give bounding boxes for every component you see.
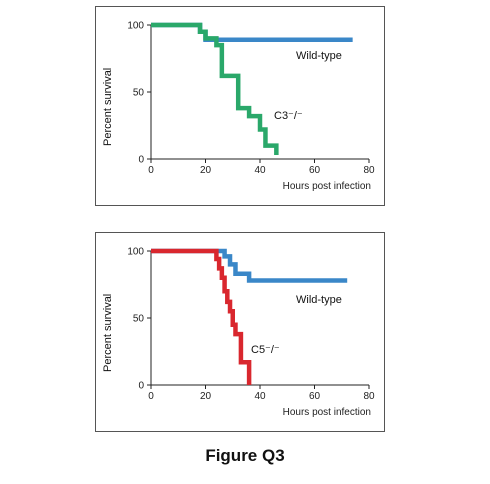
series-label-wild-type: Wild-type xyxy=(296,50,342,62)
chart-plot: 0 20 40 60 80 0 50 100 Hours post infection Wild-… xyxy=(127,247,375,419)
series-label-knockout: C5⁻/⁻ xyxy=(251,344,280,356)
y-tick-label: 100 xyxy=(127,21,144,32)
series-label-knockout: C3⁻/⁻ xyxy=(274,110,303,122)
series-line-knockout xyxy=(151,248,252,385)
x-tick-label: 60 xyxy=(309,165,321,176)
y-tick-label: 0 xyxy=(138,381,144,392)
survival-chart-c5: Percent survival 0 20 40 60 80 0 50 100 Hours po… xyxy=(95,232,385,432)
x-tick-label: 0 xyxy=(148,391,154,402)
figure-caption: Figure Q3 xyxy=(205,446,285,465)
series-line-wild-type xyxy=(151,248,348,283)
x-tick-label: 20 xyxy=(200,165,212,176)
x-tick-label: 20 xyxy=(200,391,212,402)
x-axis-label: Hours post infection xyxy=(283,181,371,192)
chart-plot: 0 20 40 60 80 0 50 100 Hours post infection Wild-… xyxy=(127,21,375,193)
x-tick-label: 60 xyxy=(309,391,321,402)
survival-chart-c3: Percent survival 0 20 40 60 80 0 50 100 Hours po… xyxy=(95,6,385,206)
y-tick-label: 0 xyxy=(138,155,144,166)
series-line-knockout xyxy=(151,22,279,155)
y-tick-label: 50 xyxy=(133,314,145,325)
series-label-wild-type: Wild-type xyxy=(296,294,342,306)
y-tick-label: 50 xyxy=(133,88,145,99)
y-tick-label: 100 xyxy=(127,247,144,258)
x-tick-label: 40 xyxy=(254,165,266,176)
x-tick-label: 80 xyxy=(363,391,375,402)
x-tick-label: 0 xyxy=(148,165,154,176)
x-tick-label: 40 xyxy=(254,391,266,402)
x-tick-label: 80 xyxy=(363,165,375,176)
x-axis-label: Hours post infection xyxy=(283,407,371,418)
